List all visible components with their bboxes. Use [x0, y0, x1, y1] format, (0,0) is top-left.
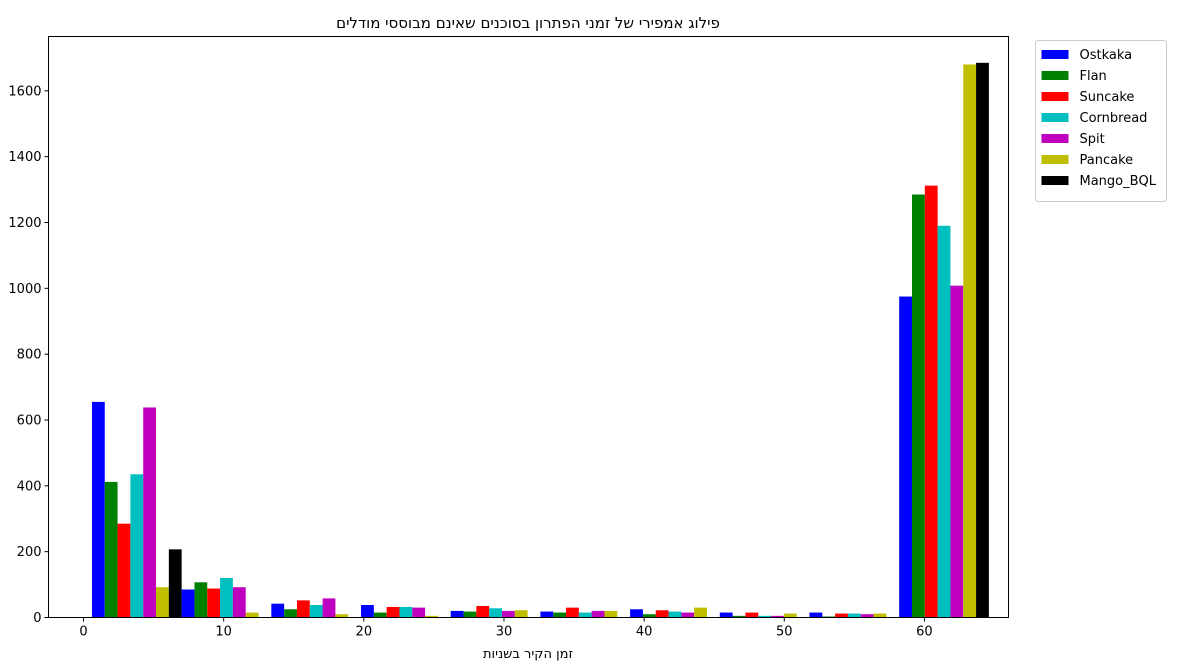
x-tick-label: 20: [356, 625, 373, 640]
bar-ostkaka-bin-2: [271, 603, 285, 618]
bar-suncake-bin-3: [386, 606, 400, 618]
legend-label-ostkaka: Ostkaka: [1080, 48, 1133, 63]
bar-ostkaka-bin-6: [630, 609, 643, 618]
y-tick-label: 1600: [8, 84, 41, 99]
bar-suncake-bin-2: [296, 600, 310, 618]
y-tick-label: 0: [33, 611, 41, 626]
bar-mango_bql-bin-9: [976, 62, 989, 618]
bar-ostkaka-bin-9: [899, 296, 912, 618]
bar-ostkaka-bin-7: [719, 612, 733, 618]
y-tick-label: 1200: [8, 216, 41, 231]
y-tick-label: 600: [17, 413, 42, 428]
bar-cornbread-bin-4: [489, 608, 502, 618]
bar-spit-bin-0: [143, 407, 157, 618]
bar-pancake-bin-0: [156, 587, 169, 618]
y-tick-label: 200: [17, 545, 42, 560]
bar-spit-bin-8: [860, 614, 874, 618]
bar-flan-bin-9: [911, 194, 925, 618]
legend-label-spit: Spit: [1080, 132, 1105, 147]
bar-cornbread-bin-9: [937, 225, 951, 618]
bar-suncake-bin-1: [207, 588, 221, 618]
legend-label-suncake: Suncake: [1080, 90, 1135, 105]
bar-ostkaka-bin-3: [361, 604, 374, 618]
plot-frame: [48, 36, 1009, 618]
bar-cornbread-bin-5: [578, 612, 592, 618]
bar-pancake-bin-7: [783, 613, 797, 618]
y-tick-label: 400: [17, 479, 42, 494]
bar-pancake-bin-3: [425, 615, 438, 618]
bar-flan-bin-1: [194, 582, 208, 618]
bar-spit-bin-6: [681, 612, 695, 618]
legend-label-flan: Flan: [1080, 69, 1107, 84]
bar-cornbread-bin-1: [220, 577, 233, 618]
bars-layer: [91, 62, 989, 618]
bar-flan-bin-5: [553, 612, 567, 618]
legend-label-pancake: Pancake: [1080, 153, 1134, 168]
bar-spit-bin-9: [950, 285, 964, 618]
legend-swatch-suncake: [1041, 92, 1069, 101]
bar-cornbread-bin-2: [309, 604, 323, 618]
bar-ostkaka-bin-5: [540, 611, 554, 618]
bar-flan-bin-3: [373, 612, 387, 618]
bar-ostkaka-bin-1: [181, 589, 195, 618]
bar-suncake-bin-0: [117, 523, 131, 618]
x-tick-label: 40: [636, 625, 653, 640]
bar-ostkaka-bin-0: [91, 401, 105, 618]
y-tick-label: 1400: [8, 150, 41, 165]
x-tick-label: 30: [496, 625, 513, 640]
chart-title: פילוג אמפירי של זמני הפתרון בסוכנים שאינ…: [336, 14, 720, 32]
y-tick-label: 800: [17, 348, 42, 363]
bar-flan-bin-6: [642, 614, 656, 618]
bar-spit-bin-4: [501, 610, 515, 618]
x-axis-label: זמן הקיר בשניות: [483, 647, 573, 662]
legend-swatch-spit: [1041, 134, 1069, 143]
bar-cornbread-bin-3: [399, 606, 413, 618]
bar-suncake-bin-4: [476, 605, 490, 618]
x-axis: 0 10 20 30 40 50 60: [79, 617, 933, 640]
bar-pancake-bin-4: [514, 610, 528, 618]
bar-ostkaka-bin-4: [450, 610, 464, 618]
y-axis: 0 200 400 600 800 1000 1200 1400 1600: [8, 84, 49, 626]
bar-flan-bin-7: [732, 615, 746, 618]
legend-label-mango_bql: Mango_BQL: [1080, 174, 1157, 189]
bar-spit-bin-5: [591, 610, 605, 618]
legend-swatch-cornbread: [1041, 113, 1069, 122]
bar-pancake-bin-2: [335, 614, 349, 618]
bar-cornbread-bin-7: [758, 615, 772, 618]
legend: Ostkaka Flan Suncake Cornbread Spit Pancake Ma…: [1035, 40, 1167, 202]
y-tick-label: 1000: [8, 282, 41, 297]
bar-spit-bin-7: [771, 615, 784, 618]
x-tick-label: 60: [916, 625, 933, 640]
bar-spit-bin-3: [412, 607, 426, 618]
bar-spit-bin-1: [232, 587, 246, 618]
bar-suncake-bin-6: [655, 610, 669, 618]
bar-flan-bin-4: [463, 611, 477, 618]
legend-swatch-pancake: [1041, 155, 1069, 164]
bar-pancake-bin-5: [604, 610, 618, 618]
bar-suncake-bin-8: [835, 613, 848, 618]
x-tick-label: 50: [776, 625, 793, 640]
bar-spit-bin-2: [322, 598, 336, 618]
bar-pancake-bin-6: [694, 607, 707, 618]
bar-pancake-bin-9: [963, 64, 977, 618]
bar-suncake-bin-9: [924, 185, 938, 618]
bar-cornbread-bin-0: [130, 474, 144, 618]
bar-flan-bin-2: [284, 609, 297, 618]
bar-cornbread-bin-6: [668, 611, 682, 618]
legend-swatch-flan: [1041, 71, 1069, 80]
bar-mango_bql-bin-0: [168, 549, 182, 618]
legend-swatch-mango_bql: [1041, 176, 1069, 185]
bar-pancake-bin-1: [245, 612, 259, 618]
bar-ostkaka-bin-8: [809, 612, 823, 618]
legend-label-cornbread: Cornbread: [1080, 111, 1148, 126]
bar-suncake-bin-5: [566, 607, 579, 618]
legend-swatch-ostkaka: [1041, 50, 1069, 59]
bar-cornbread-bin-8: [847, 613, 861, 618]
bar-flan-bin-0: [104, 481, 118, 618]
bar-pancake-bin-8: [873, 613, 887, 618]
x-tick-label: 10: [215, 625, 232, 640]
x-tick-label: 0: [79, 625, 87, 640]
bar-suncake-bin-7: [745, 612, 759, 618]
